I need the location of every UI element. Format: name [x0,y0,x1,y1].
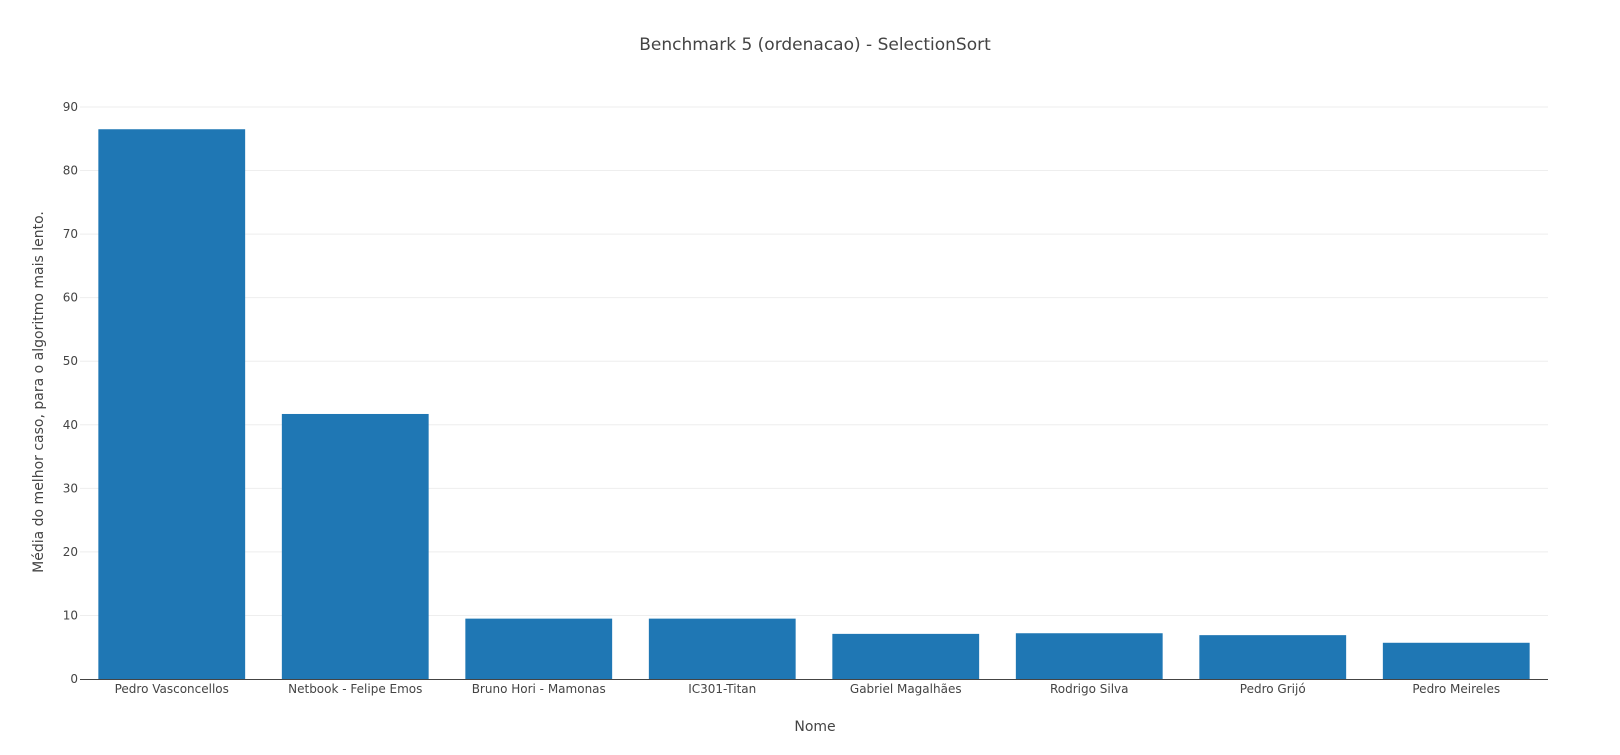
y-axis-label: Média do melhor caso, para o algoritmo m… [31,211,47,573]
x-tick-label: Bruno Hori - Mamonas [472,682,606,696]
y-tick-label: 0 [70,672,78,686]
y-tick-label: 40 [63,418,78,432]
x-tick-label: Pedro Vasconcellos [115,682,229,696]
bar[interactable] [648,618,796,679]
y-tick-label: 20 [63,545,78,559]
x-tick-label: Netbook - Felipe Emos [288,682,422,696]
y-tick-label: 70 [63,227,78,241]
x-tick-label: Pedro Meireles [1412,682,1500,696]
bar[interactable] [465,618,613,679]
y-tick-label: 80 [63,164,78,178]
x-tick-label: Pedro Grijó [1240,682,1306,696]
x-axis-label: Nome [794,719,835,735]
bar[interactable] [281,413,429,679]
y-tick-label: 30 [63,481,78,495]
x-axis-ticks: Pedro Vasconcellos Netbook - Felipe Emos B… [115,682,1501,696]
x-tick-label: IC301-Titan [688,682,756,696]
bars [98,129,1530,679]
y-tick-label: 60 [63,291,78,305]
bar[interactable] [832,633,980,679]
x-tick-label: Rodrigo Silva [1050,682,1129,696]
chart-title: Benchmark 5 (ordenacao) - SelectionSort [639,35,991,55]
bar[interactable] [1015,633,1163,679]
y-tick-label: 10 [63,608,78,622]
bar[interactable] [1199,635,1347,679]
y-tick-label: 50 [63,354,78,368]
x-tick-label: Gabriel Magalhães [850,682,962,696]
bar[interactable] [1382,642,1530,679]
y-axis-ticks: 0 10 20 30 40 50 60 70 80 90 [63,100,78,686]
y-tick-label: 90 [63,100,78,114]
bar[interactable] [98,129,246,679]
